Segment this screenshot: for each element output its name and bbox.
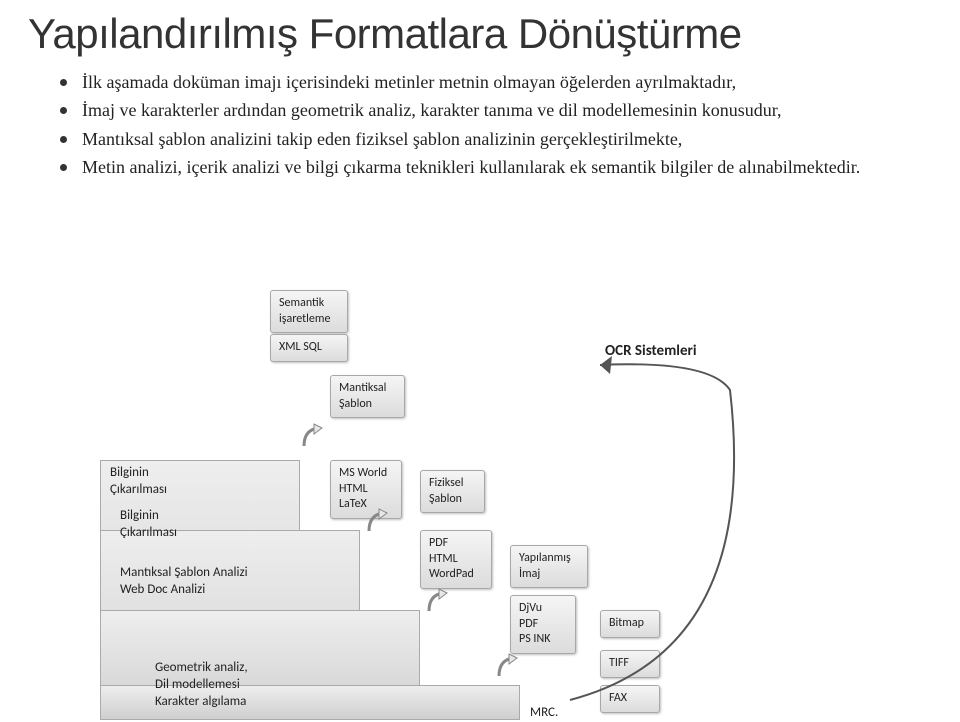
label-mantiksal-sablon: Mantıksal Şablon Analizi Web Doc Analizi bbox=[120, 565, 248, 599]
staircase-diagram: Semantik işaretleme XML SQL Mantiksal Şa… bbox=[100, 290, 880, 710]
label-bilginin1: Bilginin Çıkarılması bbox=[110, 465, 167, 499]
arc-arrow-icon bbox=[530, 350, 770, 710]
box-mantiksal: Mantiksal Şablon bbox=[330, 375, 405, 418]
label-geometrik: Geometrik analiz, Dil modellemesi Karakt… bbox=[155, 660, 248, 711]
curve-arrow-icon bbox=[425, 585, 455, 615]
label-bilginin2: Bilginin Çıkarılması bbox=[120, 508, 177, 542]
box-fiziksel: Fiziksel Şablon bbox=[420, 470, 485, 513]
box-pdf: PDF HTML WordPad bbox=[420, 530, 492, 589]
bullet-item: Mantıksal şablon analizini takip eden fi… bbox=[60, 125, 930, 153]
box-semantik: Semantik işaretleme bbox=[270, 290, 348, 333]
bullet-item: İmaj ve karakterler ardından geometrik a… bbox=[60, 96, 930, 124]
curve-arrow-icon bbox=[365, 505, 395, 535]
curve-arrow-icon bbox=[300, 420, 330, 450]
curve-arrow-icon bbox=[495, 650, 525, 680]
page-title: Yapılandırılmış Formatlara Dönüştürme bbox=[0, 0, 960, 68]
bullet-list: İlk aşamada doküman imajı içerisindeki m… bbox=[0, 68, 960, 181]
bullet-item: İlk aşamada doküman imajı içerisindeki m… bbox=[60, 68, 930, 96]
box-xmlsql: XML SQL bbox=[270, 334, 348, 362]
bullet-item: Metin analizi, içerik analizi ve bilgi ç… bbox=[60, 153, 930, 181]
